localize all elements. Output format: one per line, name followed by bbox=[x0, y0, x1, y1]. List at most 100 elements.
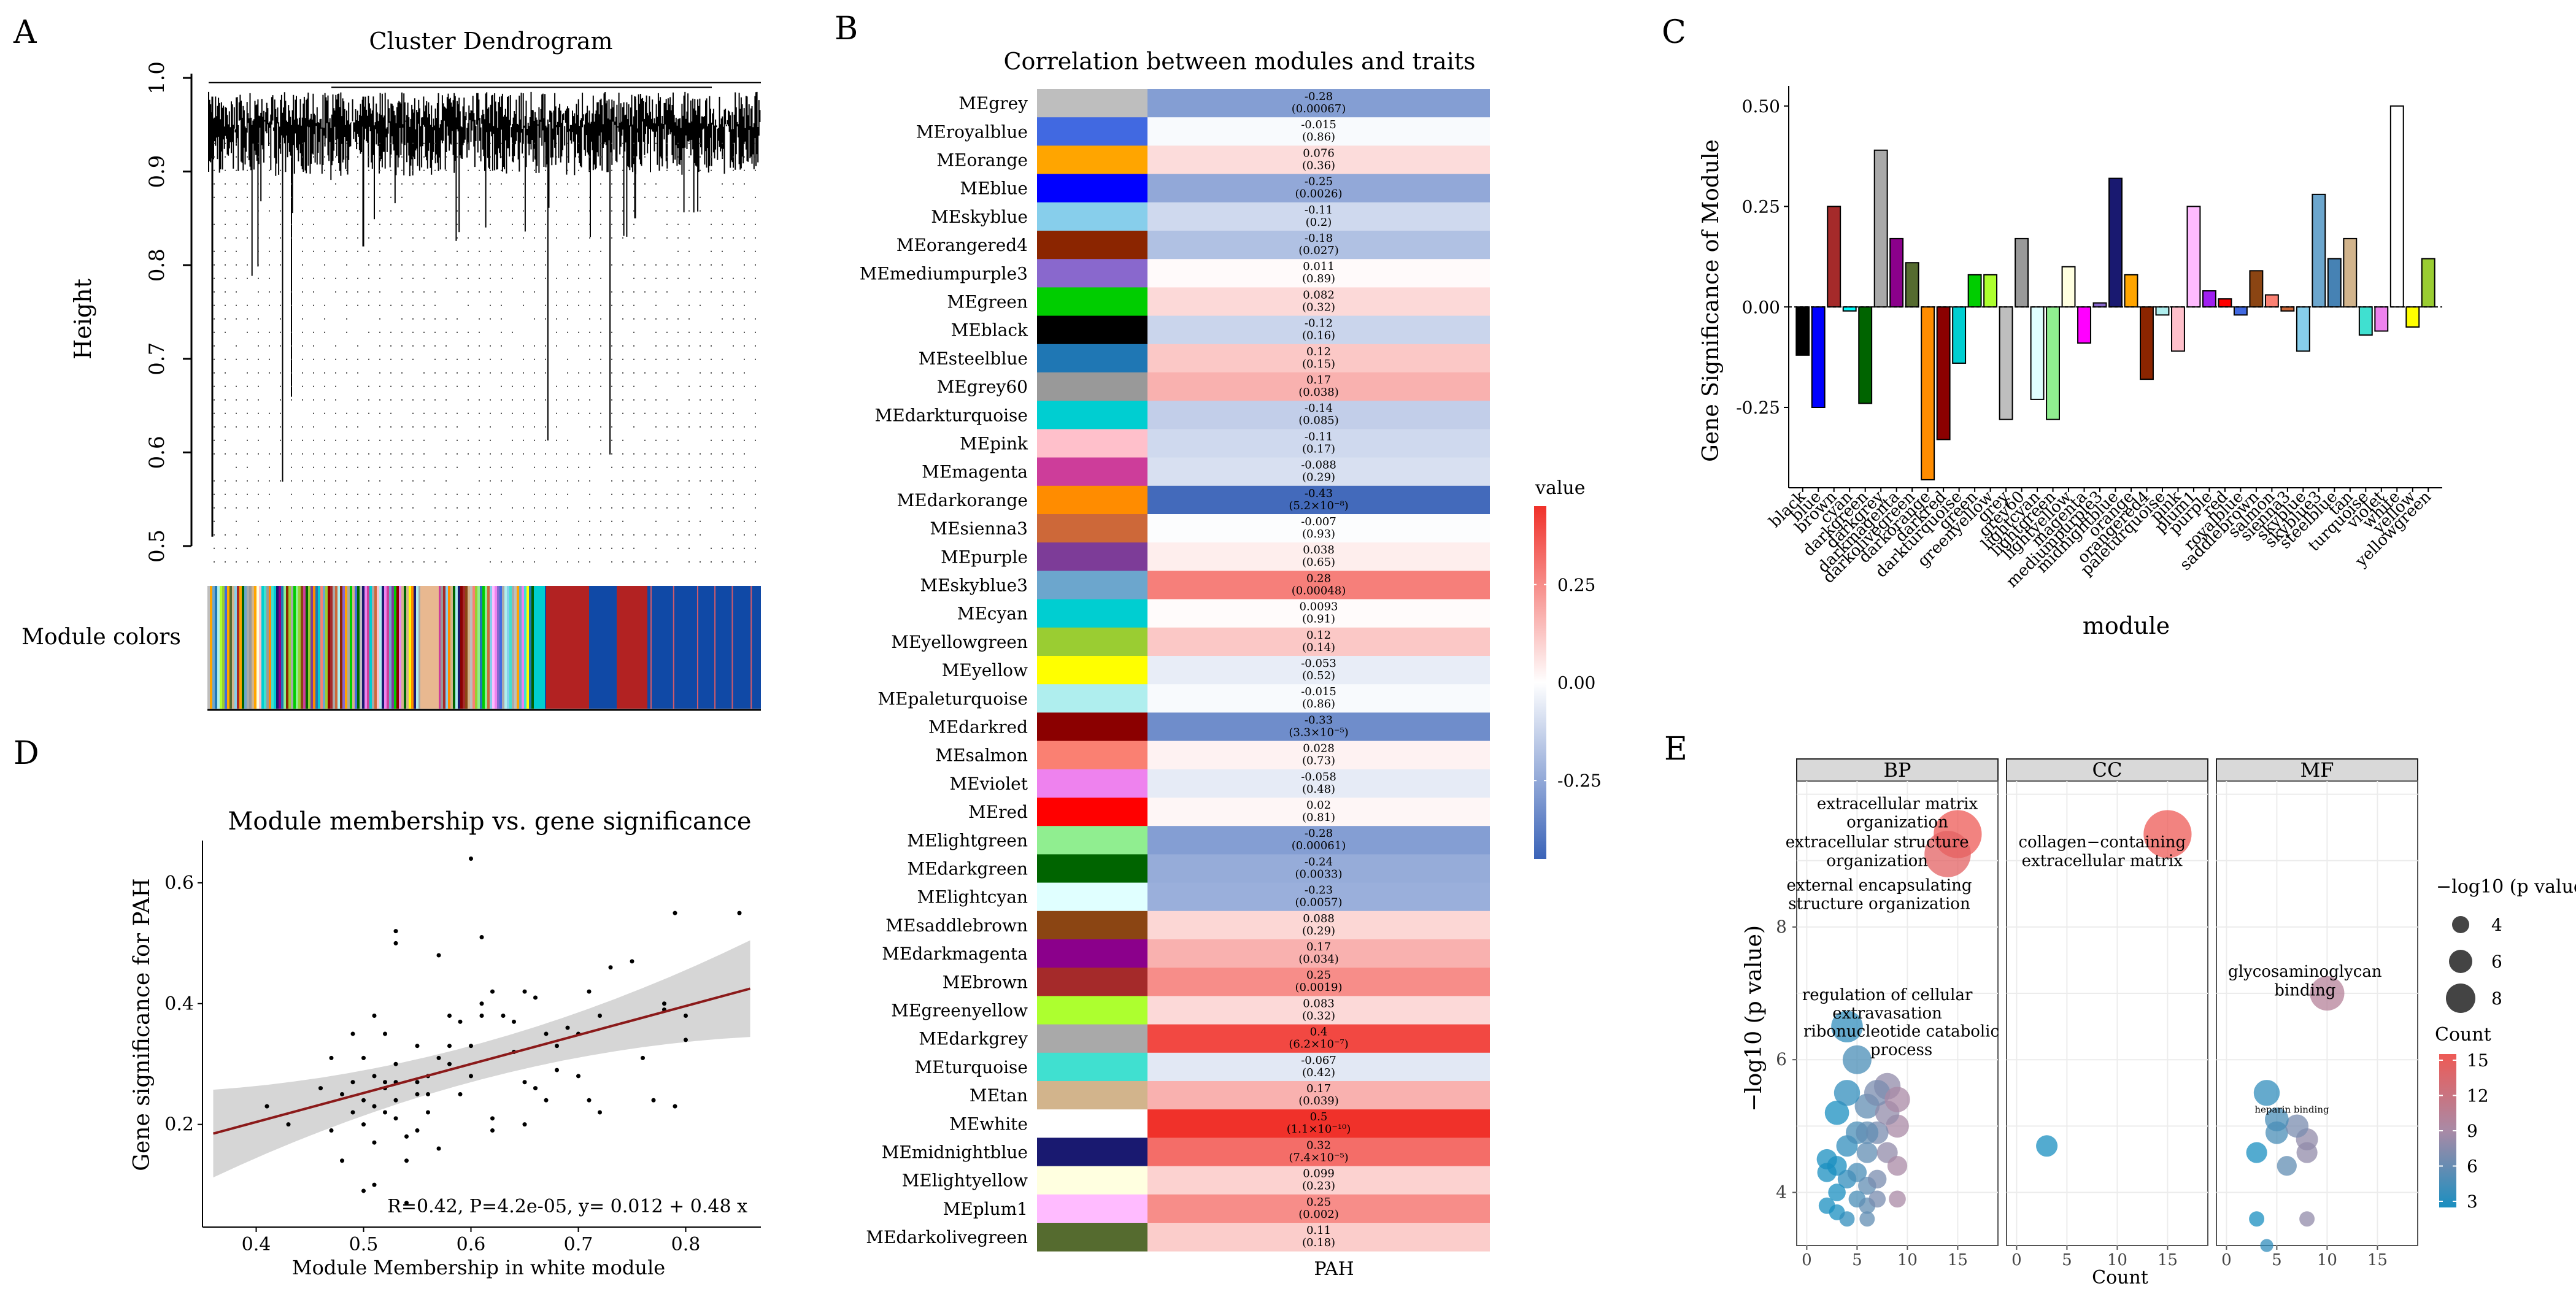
cell-value: -0.053 bbox=[1301, 657, 1336, 670]
cell-pvalue: (0.00048) bbox=[1292, 584, 1346, 597]
colorbar-stripe bbox=[448, 586, 450, 709]
bubble bbox=[2036, 1135, 2058, 1157]
colorbar-stripe bbox=[507, 586, 509, 709]
colorbar-stripe bbox=[531, 586, 534, 709]
colorbar-block bbox=[420, 586, 439, 709]
module-swatch bbox=[1037, 401, 1147, 429]
module-label: MEgrey60 bbox=[937, 377, 1028, 397]
cell-pvalue: (0.65) bbox=[1302, 556, 1335, 569]
x-tick-label: 15 bbox=[2367, 1251, 2388, 1269]
heatmap-cell bbox=[1147, 372, 1490, 401]
barchart-panel: Gene Significance of Module module 0.50 0… bbox=[1699, 86, 2442, 639]
module-label: MEbrown bbox=[943, 972, 1028, 992]
module-label: MEdarkgrey bbox=[919, 1029, 1028, 1049]
x-tick-label: 0 bbox=[2011, 1251, 2022, 1269]
bubble bbox=[1847, 1163, 1867, 1182]
leaf-dots bbox=[214, 142, 756, 563]
cell-value: -0.11 bbox=[1305, 430, 1333, 443]
data-point bbox=[361, 1122, 366, 1127]
heatmap-cell bbox=[1147, 1166, 1490, 1195]
colorbar-stripe bbox=[286, 586, 288, 709]
module-swatch bbox=[1037, 485, 1147, 515]
colorbar-block bbox=[534, 586, 545, 709]
cell-value: 0.12 bbox=[1306, 345, 1331, 358]
bubble bbox=[1816, 1149, 1837, 1170]
heatmap-title: Correlation between modules and traits bbox=[1003, 48, 1475, 75]
colorbar-stripe bbox=[502, 586, 504, 709]
bar bbox=[2358, 306, 2373, 336]
module-swatch bbox=[1037, 287, 1147, 317]
y-tick-label: 0.9 bbox=[145, 155, 169, 188]
module-label: MEgreenyellow bbox=[891, 1001, 1028, 1021]
facet-panel bbox=[2006, 780, 2208, 1246]
colorbar-stripe bbox=[352, 586, 355, 709]
colorbar-stripe bbox=[406, 586, 409, 709]
data-point bbox=[490, 1116, 495, 1121]
data-point bbox=[415, 1080, 420, 1085]
bar bbox=[2249, 270, 2264, 308]
cell-value: 0.082 bbox=[1303, 288, 1335, 301]
data-point bbox=[415, 1091, 420, 1096]
size-legend-title: −log10 (p value) bbox=[2436, 876, 2576, 898]
colorbar-stripe bbox=[477, 586, 480, 709]
colorbar-stripe bbox=[472, 586, 475, 709]
colorbar-stripe bbox=[315, 586, 318, 709]
colorbar-stripe bbox=[517, 586, 519, 709]
cell-value: -0.007 bbox=[1301, 515, 1336, 528]
data-point bbox=[555, 1044, 559, 1049]
data-point bbox=[684, 1013, 688, 1018]
size-legend-label: 8 bbox=[2491, 988, 2502, 1009]
bar bbox=[2046, 306, 2060, 420]
bar bbox=[1936, 306, 1951, 441]
data-point bbox=[469, 857, 473, 861]
module-swatch bbox=[1037, 882, 1147, 912]
heatmap-cell bbox=[1147, 1223, 1490, 1252]
module-label: MEmidnightblue bbox=[882, 1142, 1028, 1163]
bar bbox=[2030, 306, 2045, 400]
colorbar-stripe bbox=[345, 586, 347, 709]
x-tick-label: 15 bbox=[1948, 1251, 1968, 1269]
data-point bbox=[662, 1001, 666, 1006]
data-point bbox=[598, 1110, 602, 1115]
cell-value: -0.43 bbox=[1305, 487, 1333, 500]
data-point bbox=[447, 1044, 452, 1049]
cell-value: -0.067 bbox=[1301, 1054, 1336, 1067]
data-point bbox=[415, 1128, 420, 1133]
data-point bbox=[329, 1055, 334, 1060]
cell-pvalue: (7.4×10⁻⁵) bbox=[1289, 1151, 1348, 1164]
colorbar-stripe bbox=[318, 586, 320, 709]
colorbar-stripe bbox=[399, 586, 401, 709]
colorbar-stripe bbox=[320, 586, 323, 709]
data-point bbox=[458, 1019, 463, 1024]
cell-pvalue: (0.034) bbox=[1298, 953, 1339, 966]
colorbar-stripe bbox=[391, 586, 394, 709]
colorbar-stripe bbox=[283, 586, 286, 709]
module-label: MElightyellow bbox=[902, 1171, 1028, 1191]
x-tick-label: 0.7 bbox=[564, 1234, 593, 1255]
cell-pvalue: (0.32) bbox=[1302, 301, 1335, 314]
confidence-band bbox=[213, 940, 750, 1178]
heatmap-cell bbox=[1147, 89, 1490, 118]
bubble-xlabel: Count bbox=[2092, 1267, 2148, 1288]
cell-value: -0.24 bbox=[1305, 855, 1333, 868]
data-point bbox=[393, 1098, 398, 1103]
data-point bbox=[479, 935, 484, 939]
data-point bbox=[522, 989, 527, 994]
module-swatch bbox=[1037, 89, 1147, 118]
bar bbox=[2061, 266, 2076, 308]
bar bbox=[1905, 262, 1919, 308]
scatter-xlabel: Module Membership in white module bbox=[292, 1256, 665, 1279]
cell-pvalue: (0.038) bbox=[1298, 386, 1339, 399]
colorbar-stripe bbox=[387, 586, 389, 709]
module-label: MEdarkmagenta bbox=[882, 944, 1028, 964]
colorbar-stripe bbox=[254, 586, 256, 709]
bar bbox=[1983, 274, 1998, 308]
colorbar-stripe bbox=[482, 586, 485, 709]
bubble bbox=[1831, 1011, 1863, 1042]
bar bbox=[1889, 237, 1904, 308]
y-tick-label: 0.4 bbox=[164, 993, 194, 1015]
cell-value: 0.028 bbox=[1303, 742, 1335, 755]
module-swatch bbox=[1037, 1024, 1147, 1053]
dendrogram-title: Cluster Dendrogram bbox=[369, 28, 612, 55]
colorbar-stripe bbox=[673, 586, 674, 709]
